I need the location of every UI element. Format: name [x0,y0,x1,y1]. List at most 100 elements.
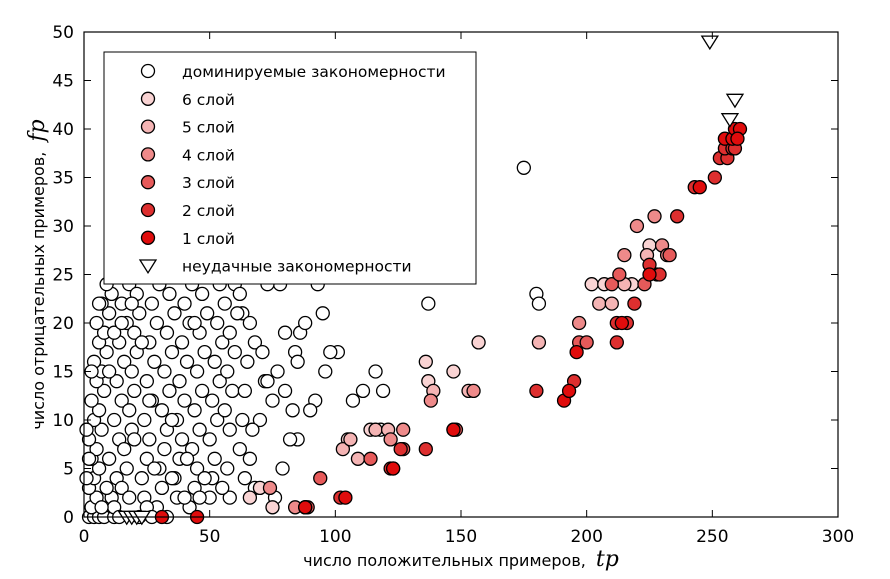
data-point-layer [579,335,594,350]
data-point-dominated [124,296,139,311]
x-tick-label: 200 [570,527,602,547]
data-point-dominated [277,325,293,340]
data-point-dominated [516,160,531,175]
data-point-layer [383,432,398,447]
data-point-dominated [375,383,391,399]
axis-ticks: 0 50 100 150 200 250 300 0 5 10 15 20 25 30 35 40 45 50 [52,23,854,547]
data-point-dominated [91,461,107,476]
data-point-dominated [265,393,280,408]
data-point-dominated [315,306,330,321]
legend-label: неудачные закономерности [182,258,412,276]
data-point-dominated [147,461,162,476]
data-point-dominated [215,480,230,496]
data-point-dominated [91,296,107,311]
data-point-failed [132,510,151,526]
data-point-dominated [210,315,225,331]
data-point-dominated [172,374,187,389]
legend-marker [140,147,156,162]
data-point-layer [592,296,607,311]
data-point-dominated [225,383,240,399]
data-point-dominated [194,286,210,302]
data-point-dominated [114,393,129,408]
data-point-dominated [127,325,142,340]
data-point-dominated [132,306,147,321]
data-point-dominated [79,471,94,486]
y-tick-label: 15 [52,363,74,383]
data-point-dominated [323,344,338,360]
data-point-dominated [282,432,298,447]
data-point-dominated [210,412,225,428]
x-tick-label: 300 [822,527,854,547]
data-point-dominated [89,441,104,457]
data-point-dominated [134,335,149,350]
data-point-dominated [142,432,157,447]
data-point-layer [446,422,461,437]
data-point-dominated [117,441,132,457]
x-axis-label: число положительных примеров, tp [303,547,619,572]
data-point-dominated [189,461,205,476]
data-point-dominated [197,471,212,486]
data-point-dominated [290,354,305,369]
data-point-dominated [91,403,107,418]
data-point-dominated [99,480,114,496]
data-point-layer [669,209,685,224]
data-point-dominated [205,393,220,408]
data-point-dominated [96,383,112,399]
data-point-dominated [237,471,253,486]
data-point-dominated [220,461,235,476]
data-point-dominated [137,412,152,428]
y-tick-label: 5 [63,460,74,480]
data-point-layer [343,432,358,447]
y-tick-label: 30 [52,217,74,237]
legend-label: 5 слой [182,119,235,137]
data-point-dominated [164,471,180,486]
legend-marker [140,202,156,218]
data-point-dominated [318,364,333,379]
data-point-dominated [164,412,180,428]
data-point-dominated [179,451,195,466]
data-point-layer [627,296,642,311]
data-point-dominated [345,393,361,408]
data-point-layer [614,315,630,331]
data-point-layer [466,383,481,399]
data-point-dominated [242,315,258,331]
data-point-dominated [220,364,235,379]
data-point-dominated [124,364,139,379]
data-point-layer [609,335,624,350]
data-point-dominated [89,315,104,331]
data-point-layer [393,441,408,457]
data-point-layer [692,180,707,195]
legend: доминируемые закономерности 6 слой 5 слой 4… [103,51,477,285]
x-tick-label: 100 [319,527,351,547]
legend-label: 6 слой [182,91,235,109]
data-point-dominated [84,393,99,408]
data-point-layer [385,461,401,476]
y-tick-label: 0 [63,508,74,528]
legend-label: доминируемые закономерности [182,63,446,81]
data-point-layer [298,500,313,515]
data-point-failed [725,93,745,109]
data-point-dominated [270,364,285,379]
data-point-dominated [159,325,175,340]
legend-marker [140,119,156,134]
data-point-dominated [215,335,230,350]
legend-box [103,51,477,285]
data-point-layer [561,383,577,399]
data-point-layer [707,170,722,185]
data-point-dominated [247,335,263,350]
data-point-failed [720,113,740,128]
data-point-layer [313,471,328,486]
data-point-dominated [303,403,318,418]
legend-label: 3 слой [182,174,235,192]
legend-marker [138,259,158,275]
data-point-dominated [157,364,172,379]
data-point-dominated [149,315,165,331]
data-point-layer [604,277,619,292]
data-point-layer [262,480,278,496]
data-point-dominated [192,422,207,437]
data-point-dominated [275,461,290,476]
data-point-dominated [222,490,237,505]
data-point-layer [647,209,662,224]
